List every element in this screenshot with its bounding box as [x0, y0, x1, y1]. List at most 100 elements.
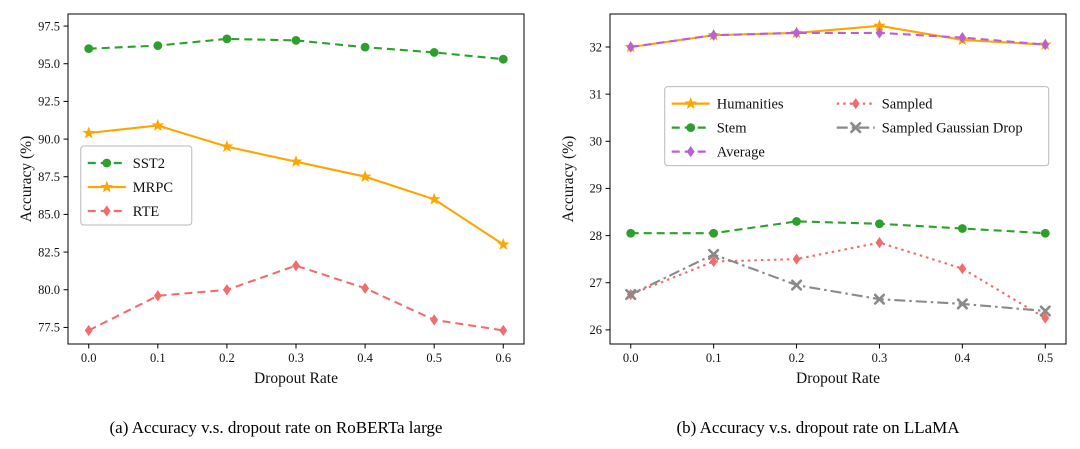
legend-marker-diamond — [102, 205, 111, 217]
y-tick-label: 90.0 — [38, 132, 60, 146]
chart-a-panel: 77.5 80.0 82.5 85.0 87.5 90.0 92.5 95.0 97.5 0.0 0… — [16, 4, 536, 438]
marker-sampled — [709, 255, 718, 268]
y-tick-label: 30 — [590, 135, 603, 149]
legend: Humanities Stem Average Sampled Sampled Gaus… — [664, 86, 1050, 167]
marker-rte — [430, 314, 439, 326]
chart-b-caption: (b) Accuracy v.s. dropout rate on LLaMA — [676, 418, 960, 437]
x-tick-label: 0.1 — [706, 351, 722, 365]
marker-sst2 — [153, 41, 163, 51]
series-line-sampled-gaussian-drop — [630, 253, 1046, 313]
marker-rte — [84, 324, 93, 337]
legend-item-average: Average — [671, 145, 765, 161]
y-tick-label: 92.5 — [38, 95, 60, 109]
marker-stem — [957, 224, 967, 233]
x-tick-label: 0.6 — [495, 351, 511, 365]
marker-sampled-gaussian-drop — [790, 279, 803, 291]
marker-rte — [499, 324, 508, 337]
marker-sst2 — [84, 44, 94, 54]
legend-item-sampled: Sampled — [836, 97, 933, 113]
marker-sampled-gaussian-drop — [956, 298, 968, 310]
legend-marker-circle — [686, 123, 696, 132]
y-tick-label: 97.5 — [38, 19, 60, 33]
marker-sst2 — [429, 48, 439, 57]
marker-mrpc — [427, 192, 441, 205]
figure-panel: 77.5 80.0 82.5 85.0 87.5 90.0 92.5 95.0 97.5 0.0 0… — [16, 4, 1078, 438]
legend-item-humanities: Humanities — [671, 97, 784, 113]
legend-label: SST2 — [133, 156, 165, 172]
x-tick-label: 0.2 — [789, 351, 805, 365]
x-tick-label: 0.4 — [357, 351, 373, 365]
x-tick-label: 0.3 — [872, 351, 888, 365]
marker-sampled-gaussian-drop — [625, 288, 637, 301]
x-tick-label: 0.1 — [150, 351, 166, 365]
legend-item-sst2: SST2 — [87, 156, 165, 172]
marker-mrpc — [497, 237, 510, 250]
series-line-sampled — [630, 241, 1046, 320]
marker-mrpc — [358, 170, 372, 183]
legend-item-rte: RTE — [87, 204, 160, 220]
marker-mrpc — [82, 126, 95, 139]
y-tick-label: 95.0 — [38, 57, 60, 71]
marker-sampled — [792, 253, 801, 265]
legend-marker-star — [100, 180, 114, 193]
marker-average — [792, 27, 801, 39]
y-tick-label: 32 — [590, 40, 603, 54]
marker-mrpc — [151, 118, 165, 131]
chart-a-canvas: 77.5 80.0 82.5 85.0 87.5 90.0 92.5 95.0 97.5 0.0 0… — [18, 13, 525, 387]
y-tick-label: 31 — [590, 87, 603, 101]
legend-marker-x — [850, 122, 862, 134]
marker-average — [958, 31, 967, 44]
series-line-average — [630, 31, 1046, 49]
legend-label: RTE — [133, 204, 160, 220]
marker-sampled — [1041, 312, 1050, 324]
legend-label: Sampled — [882, 97, 933, 113]
y-tick-label: 82.5 — [38, 245, 60, 259]
x-tick-label: 0.5 — [426, 351, 442, 365]
x-tick-label: 0.5 — [1037, 351, 1053, 365]
marker-sampled-gaussian-drop — [873, 293, 886, 305]
marker-stem — [792, 217, 801, 226]
marker-sst2 — [291, 35, 301, 45]
y-tick-label: 28 — [590, 229, 603, 243]
marker-rte — [153, 290, 162, 302]
y-tick-label: 85.0 — [38, 208, 60, 222]
marker-rte — [361, 282, 369, 294]
legend-marker-star — [684, 97, 697, 109]
legend-item-sampled-gaussian-drop: Sampled Gaussian Drop — [836, 121, 1023, 137]
legend-label: MRPC — [133, 180, 173, 196]
marker-average — [709, 29, 718, 41]
y-tick-label: 27 — [590, 276, 603, 290]
marker-stem — [1040, 228, 1050, 238]
legend-marker-circle — [102, 158, 112, 168]
legend-label: Sampled Gaussian Drop — [882, 121, 1023, 137]
legend-marker-diamond — [851, 98, 860, 110]
marker-stem — [709, 228, 719, 238]
marker-sampled-gaussian-drop — [1039, 305, 1051, 317]
y-axis-label: Accuracy (%) — [560, 136, 577, 222]
y-tick-label: 87.5 — [38, 170, 60, 184]
marker-sst2 — [222, 34, 232, 44]
legend-marker-diamond — [686, 146, 695, 158]
chart-b-canvas: 26 27 28 29 30 31 32 0.0 0.1 0.2 0.3 0.4 0.5 Dropout … — [560, 13, 1067, 387]
marker-humanities — [873, 19, 886, 32]
marker-sampled — [875, 237, 884, 249]
chart-b-panel: 26 27 28 29 30 31 32 0.0 0.1 0.2 0.3 0.4 0.5 Dropout … — [558, 4, 1078, 438]
y-tick-label: 77.5 — [38, 321, 60, 335]
legend-label: Stem — [717, 121, 748, 137]
plot-border — [609, 13, 1067, 345]
x-tick-label: 0.4 — [955, 351, 971, 365]
marker-sampled-gaussian-drop — [708, 248, 720, 261]
legend-label: Average — [717, 145, 765, 161]
legend: SST2 MRPC RTE — [80, 145, 193, 226]
y-axis-label: Accuracy (%) — [18, 136, 35, 222]
marker-sst2 — [360, 42, 370, 52]
y-tick-label: 26 — [590, 323, 603, 337]
legend-item-mrpc: MRPC — [87, 180, 173, 196]
marker-average — [626, 41, 635, 53]
marker-stem — [875, 219, 884, 229]
marker-sst2 — [498, 54, 508, 64]
x-tick-label: 0.0 — [623, 351, 639, 365]
series-line-stem — [630, 220, 1046, 235]
marker-mrpc — [220, 140, 234, 152]
marker-mrpc — [289, 155, 303, 168]
